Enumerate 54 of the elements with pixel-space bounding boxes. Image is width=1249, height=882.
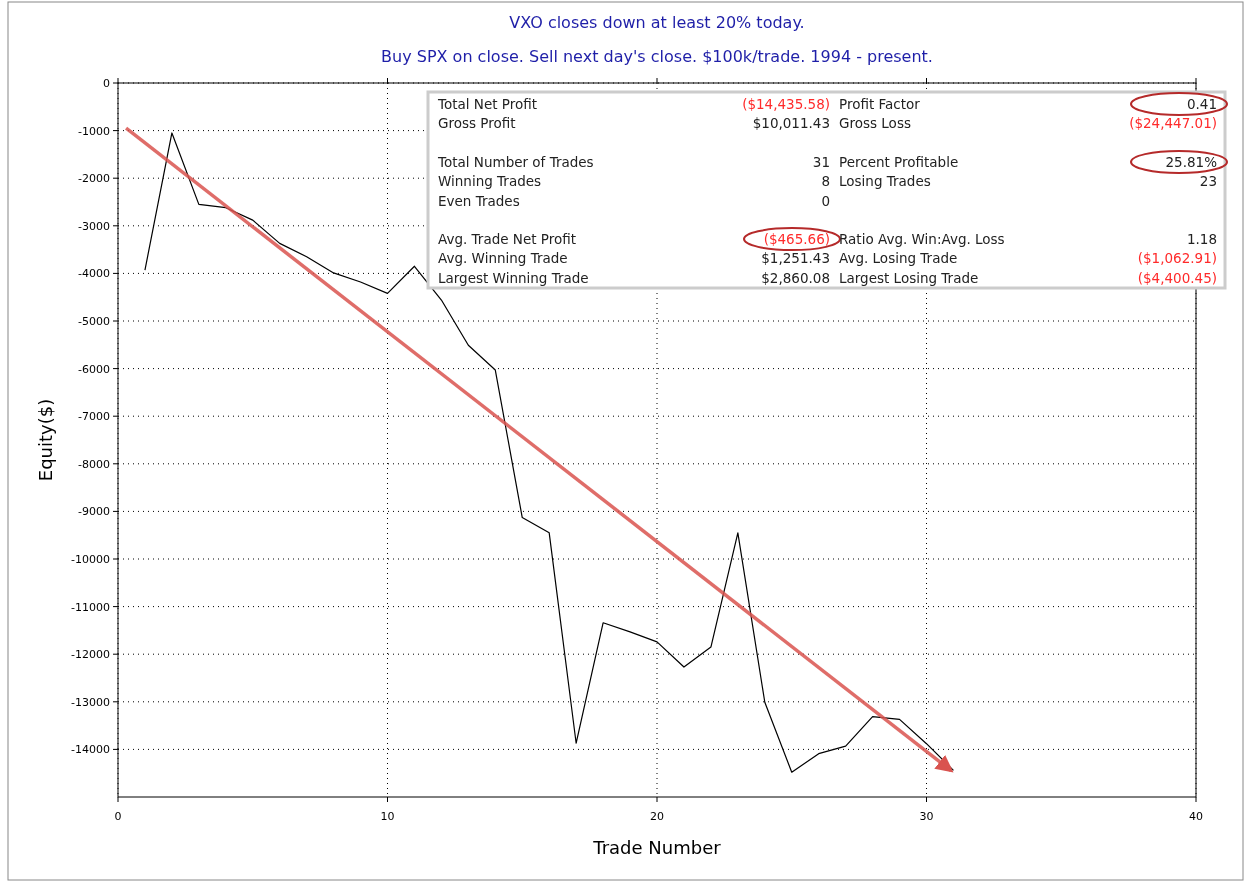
x-tick-label: 40 (1189, 810, 1203, 823)
annotation: Even Trades (438, 192, 520, 209)
y-tick-label: -13000 (71, 695, 110, 709)
annotation: ($24,447.01) (1129, 115, 1217, 132)
y-tick-label: 0 (103, 77, 110, 90)
annotation: $10,011.43 (752, 115, 830, 132)
annotation: Avg. Trade Net Profit (438, 231, 577, 248)
x-tick-label: 10 (380, 810, 395, 823)
x-tick-label: 30 (919, 810, 934, 823)
y-tick-label: -11000 (71, 600, 110, 614)
annotation: $1,251.43 (761, 250, 830, 267)
y-tick-label: -8000 (78, 457, 110, 471)
annotation: 31 (812, 153, 830, 170)
x-tick-label: 0 (114, 810, 122, 823)
annotation: 0.41 (1186, 96, 1217, 112)
x-axis-title: Trade Number (592, 837, 722, 858)
y-tick-label: -10000 (71, 553, 110, 566)
y-tick-label: -2000 (78, 172, 110, 186)
annotation: Winning Trades (438, 173, 542, 190)
annotation: Gross Profit (438, 115, 516, 132)
annotation: Percent Profitable (839, 153, 959, 170)
annotation: ($1,062.91) (1137, 250, 1217, 267)
annotation: Profit Factor (839, 96, 921, 112)
annotation: 25.81% (1165, 153, 1218, 170)
annotation: ($14,435.58) (742, 96, 830, 112)
y-tick-label: -5000 (78, 315, 110, 328)
annotation: ($4,400.45) (1137, 269, 1217, 286)
y-tick-label: -7000 (78, 410, 110, 424)
y-tick-label: -12000 (71, 648, 110, 662)
y-tick-label: -3000 (78, 219, 110, 233)
annotation: Avg. Losing Trade (839, 250, 958, 267)
y-tick-label: -14000 (71, 743, 110, 757)
annotation: Losing Trades (839, 173, 931, 190)
annotation: 8 (821, 173, 830, 190)
annotation: Avg. Winning Trade (438, 250, 568, 267)
annotation: Largest Winning Trade (438, 269, 589, 286)
annotation: ($465.66) (763, 231, 830, 248)
y-tick-label: -4000 (78, 267, 110, 281)
annotation: Gross Loss (839, 115, 911, 132)
annotation: 1.18 (1186, 231, 1217, 248)
annotation: Total Number of Trades (437, 153, 594, 170)
x-tick-label: 20 (650, 810, 664, 823)
text: 23 (1199, 173, 1217, 190)
y-tick-label: -1000 (78, 124, 110, 138)
annotation: Total Net Profit (437, 96, 538, 112)
annotation: $2,860.08 (761, 269, 830, 286)
chart-title: VXO closes down at least 20% today. (509, 13, 805, 32)
y-tick-label: -9000 (78, 505, 110, 519)
annotation: Largest Losing Trade (839, 269, 979, 286)
annotation: Ratio Avg. Win:Avg. Loss (839, 231, 1005, 248)
y-axis-title: Equity($) (35, 398, 56, 482)
y-tick-label: -6000 (78, 362, 110, 376)
annotation: 0 (821, 192, 830, 209)
chart-subtitle: Buy SPX on close. Sell next day's close. $100k/trade. 1994 - present. (381, 47, 933, 66)
